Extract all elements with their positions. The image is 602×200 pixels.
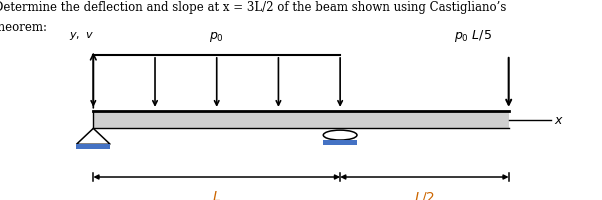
Text: $L/2$: $L/2$ (414, 189, 435, 200)
Polygon shape (76, 129, 110, 145)
Text: $p_0\ L/5$: $p_0\ L/5$ (453, 27, 492, 43)
Text: $p_0$: $p_0$ (209, 29, 224, 43)
Text: $y,\ v$: $y,\ v$ (69, 30, 94, 42)
Bar (323, 140, 357, 145)
Bar (76, 145, 110, 149)
Text: theorem:: theorem: (0, 20, 48, 33)
Text: $x$: $x$ (554, 113, 563, 126)
Text: $L$: $L$ (213, 189, 221, 200)
Text: Determine the deflection and slope at x = 3L/2 of the beam shown using Castiglia: Determine the deflection and slope at x … (0, 1, 506, 14)
Bar (93, 111, 509, 129)
